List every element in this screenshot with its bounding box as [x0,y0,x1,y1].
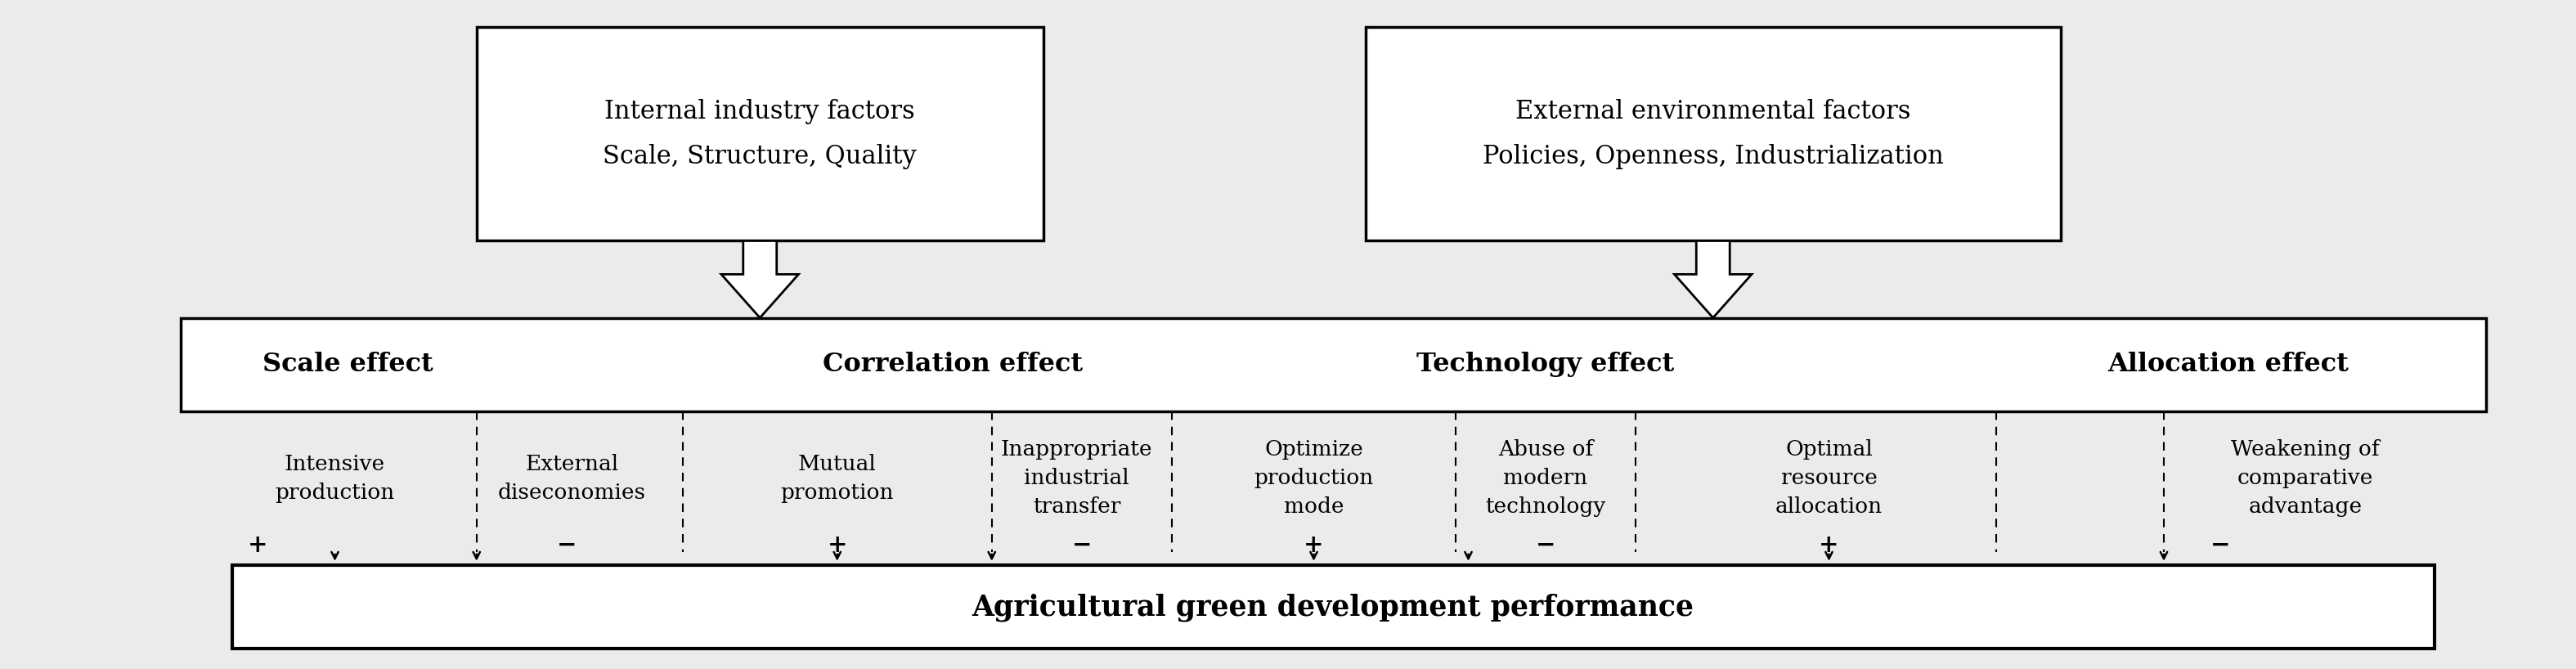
Text: Optimal
resource
allocation: Optimal resource allocation [1775,440,1883,517]
Text: Scale effect: Scale effect [263,352,433,377]
Text: Weakening of
comparative
advantage: Weakening of comparative advantage [2231,440,2380,517]
Polygon shape [721,241,799,318]
Text: Agricultural green development performance: Agricultural green development performan… [971,593,1695,622]
Text: Abuse of
modern
technology: Abuse of modern technology [1486,440,1605,517]
Bar [1365,27,2061,241]
Polygon shape [1674,241,1752,318]
Text: Mutual
promotion: Mutual promotion [781,454,894,503]
Text: −: − [556,533,577,557]
Text: −: − [2210,533,2231,557]
Text: Inappropriate
industrial
transfer: Inappropriate industrial transfer [1002,440,1151,517]
Text: +: + [247,533,268,557]
Text: Correlation effect: Correlation effect [824,352,1082,377]
Text: External environmental factors
Policies, Openness, Industrialization: External environmental factors Policies,… [1481,98,1945,169]
Text: −: − [1535,533,1556,557]
Text: +: + [1819,533,1839,557]
Text: Optimize
production
mode: Optimize production mode [1255,440,1373,517]
Text: Allocation effect: Allocation effect [2107,352,2349,377]
Text: +: + [827,533,848,557]
Bar [477,27,1043,241]
Text: Intensive
production: Intensive production [276,454,394,503]
Bar [232,565,2434,649]
Text: +: + [1303,533,1324,557]
Text: External
diseconomies: External diseconomies [497,454,647,503]
Bar [180,318,2486,411]
Text: −: − [1072,533,1092,557]
Text: Internal industry factors
Scale, Structure, Quality: Internal industry factors Scale, Structu… [603,98,917,169]
Text: Technology effect: Technology effect [1417,352,1674,377]
